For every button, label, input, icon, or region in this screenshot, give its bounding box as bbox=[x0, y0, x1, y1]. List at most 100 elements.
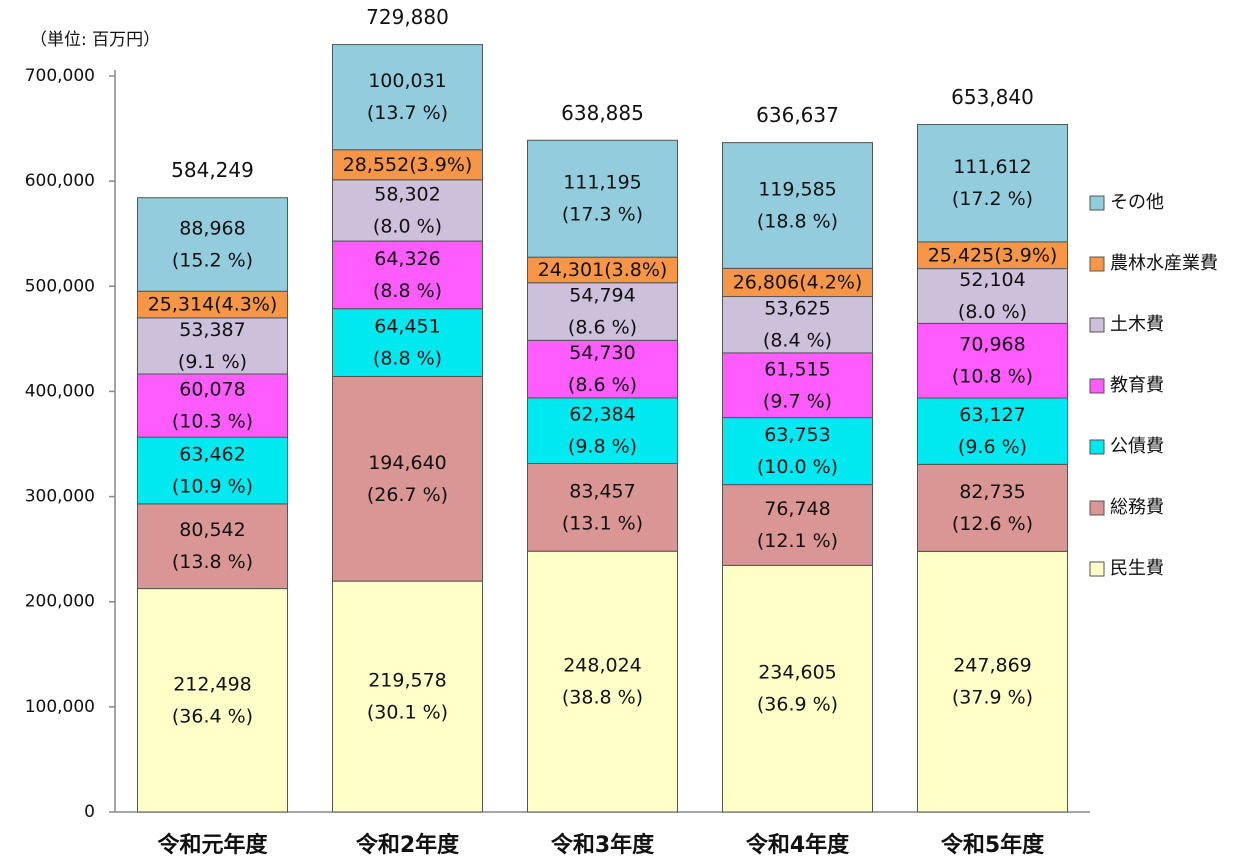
percent-label: (13.7 %) bbox=[367, 102, 448, 124]
bar-segment bbox=[332, 149, 483, 181]
bar-segment bbox=[917, 463, 1068, 552]
y-tick-label: 400,000 bbox=[25, 381, 95, 401]
percent-label: (37.9 %) bbox=[952, 686, 1033, 708]
percent-label: (9.8 %) bbox=[568, 435, 637, 457]
percent-label: (3.8%) bbox=[604, 258, 667, 280]
value-label: 63,127 bbox=[959, 404, 1025, 426]
value-label: 63,753 bbox=[764, 424, 830, 446]
percent-label: (12.1 %) bbox=[757, 529, 838, 551]
bar-segment bbox=[137, 290, 288, 319]
bar-segment bbox=[722, 417, 873, 486]
value-label: 52,104 bbox=[959, 269, 1025, 291]
data-label: 24,301(3.8%) bbox=[538, 258, 668, 280]
value-label: 194,640 bbox=[368, 451, 447, 473]
percent-label: (13.8 %) bbox=[172, 551, 253, 573]
percent-label: (9.6 %) bbox=[958, 436, 1027, 458]
bar-segment bbox=[527, 139, 678, 258]
bar-segment bbox=[917, 241, 1068, 270]
total-label: 636,637 bbox=[756, 103, 839, 127]
percent-label: (38.8 %) bbox=[562, 686, 643, 708]
data-label: 54,794 (8.6 %) bbox=[568, 284, 637, 338]
y-tick-label: 200,000 bbox=[25, 592, 95, 612]
bar-segment bbox=[917, 322, 1068, 399]
legend-label: 土木費 bbox=[1110, 314, 1164, 335]
bar-segment bbox=[527, 282, 678, 341]
percent-label: (8.6 %) bbox=[568, 316, 637, 338]
value-label: 64,451 bbox=[374, 315, 440, 337]
data-label: 60,078 (10.3 %) bbox=[172, 378, 253, 432]
value-label: 247,869 bbox=[953, 654, 1032, 676]
bar-segment bbox=[332, 44, 483, 151]
percent-label: (10.3 %) bbox=[172, 410, 253, 432]
data-label: 82,735 (12.6 %) bbox=[952, 480, 1033, 534]
value-label: 54,794 bbox=[569, 284, 635, 306]
legend-swatch bbox=[1089, 378, 1105, 394]
value-label: 24,301 bbox=[538, 258, 604, 280]
bar-segment bbox=[137, 197, 288, 292]
value-label: 111,195 bbox=[563, 171, 642, 193]
data-label: 25,425(3.9%) bbox=[928, 244, 1058, 266]
data-label: 247,869 (37.9 %) bbox=[952, 654, 1033, 708]
data-label: 248,024 (38.8 %) bbox=[562, 654, 643, 708]
bar-segment bbox=[137, 317, 288, 375]
bar-segment bbox=[332, 375, 483, 582]
total-label: 584,249 bbox=[171, 158, 254, 182]
percent-label: (8.0 %) bbox=[958, 301, 1027, 323]
percent-label: (17.3 %) bbox=[562, 203, 643, 225]
data-label: 76,748 (12.1 %) bbox=[757, 497, 838, 551]
legend-label: その他 bbox=[1110, 192, 1164, 213]
legend-swatch bbox=[1089, 317, 1105, 333]
percent-label: (10.9 %) bbox=[172, 475, 253, 497]
percent-label: (36.4 %) bbox=[172, 705, 253, 727]
legend-swatch bbox=[1089, 256, 1105, 272]
y-tick-label: 0 bbox=[84, 802, 95, 822]
x-tick-label: 令和4年度 bbox=[746, 832, 850, 858]
value-label: 70,968 bbox=[959, 333, 1025, 355]
data-label: 61,515 (9.7 %) bbox=[763, 358, 832, 412]
data-label: 111,195 (17.3 %) bbox=[562, 171, 643, 225]
percent-label: (4.2%) bbox=[799, 271, 862, 293]
value-label: 53,387 bbox=[179, 318, 245, 340]
bar-segment bbox=[722, 142, 873, 269]
data-label: 212,498 (36.4 %) bbox=[172, 673, 253, 727]
legend-label: 公債費 bbox=[1110, 436, 1164, 457]
percent-label: (4.3%) bbox=[214, 293, 277, 315]
value-label: 61,515 bbox=[764, 358, 830, 380]
y-tick-label: 700,000 bbox=[25, 66, 95, 86]
value-label: 111,612 bbox=[953, 156, 1032, 178]
x-tick-label: 令和3年度 bbox=[551, 832, 655, 858]
total-label: 653,840 bbox=[951, 85, 1034, 109]
value-label: 28,552 bbox=[343, 153, 409, 175]
value-label: 219,578 bbox=[368, 669, 447, 691]
data-label: 53,625 (8.4 %) bbox=[763, 297, 832, 351]
value-label: 64,326 bbox=[374, 247, 440, 269]
value-label: 80,542 bbox=[179, 519, 245, 541]
legend-label: 農林水産業費 bbox=[1110, 253, 1218, 274]
bar-segment bbox=[527, 397, 678, 464]
data-label: 234,605 (36.9 %) bbox=[757, 661, 838, 715]
legend-swatch bbox=[1089, 561, 1105, 577]
x-tick-label: 令和元年度 bbox=[157, 832, 268, 858]
bar-segment bbox=[527, 550, 678, 813]
percent-label: (12.6 %) bbox=[952, 512, 1033, 534]
percent-label: (10.0 %) bbox=[757, 456, 838, 478]
legend-label: 教育費 bbox=[1110, 375, 1164, 396]
data-label: 80,542 (13.8 %) bbox=[172, 519, 253, 573]
data-label: 88,968 (15.2 %) bbox=[172, 217, 253, 271]
value-label: 60,078 bbox=[179, 378, 245, 400]
value-label: 119,585 bbox=[758, 178, 837, 200]
percent-label: (18.8 %) bbox=[757, 210, 838, 232]
data-label: 219,578 (30.1 %) bbox=[367, 669, 448, 723]
percent-label: (30.1 %) bbox=[367, 701, 448, 723]
bar-segment bbox=[137, 588, 288, 813]
data-label: 70,968 (10.8 %) bbox=[952, 333, 1033, 387]
percent-label: (8.8 %) bbox=[373, 279, 442, 301]
bar-segment bbox=[527, 256, 678, 284]
data-label: 25,314(4.3%) bbox=[148, 293, 278, 315]
value-label: 234,605 bbox=[758, 661, 837, 683]
bar-segment bbox=[332, 308, 483, 377]
bar-segment bbox=[722, 352, 873, 419]
data-label: 63,127 (9.6 %) bbox=[958, 404, 1027, 458]
y-tick-label: 100,000 bbox=[25, 697, 95, 717]
